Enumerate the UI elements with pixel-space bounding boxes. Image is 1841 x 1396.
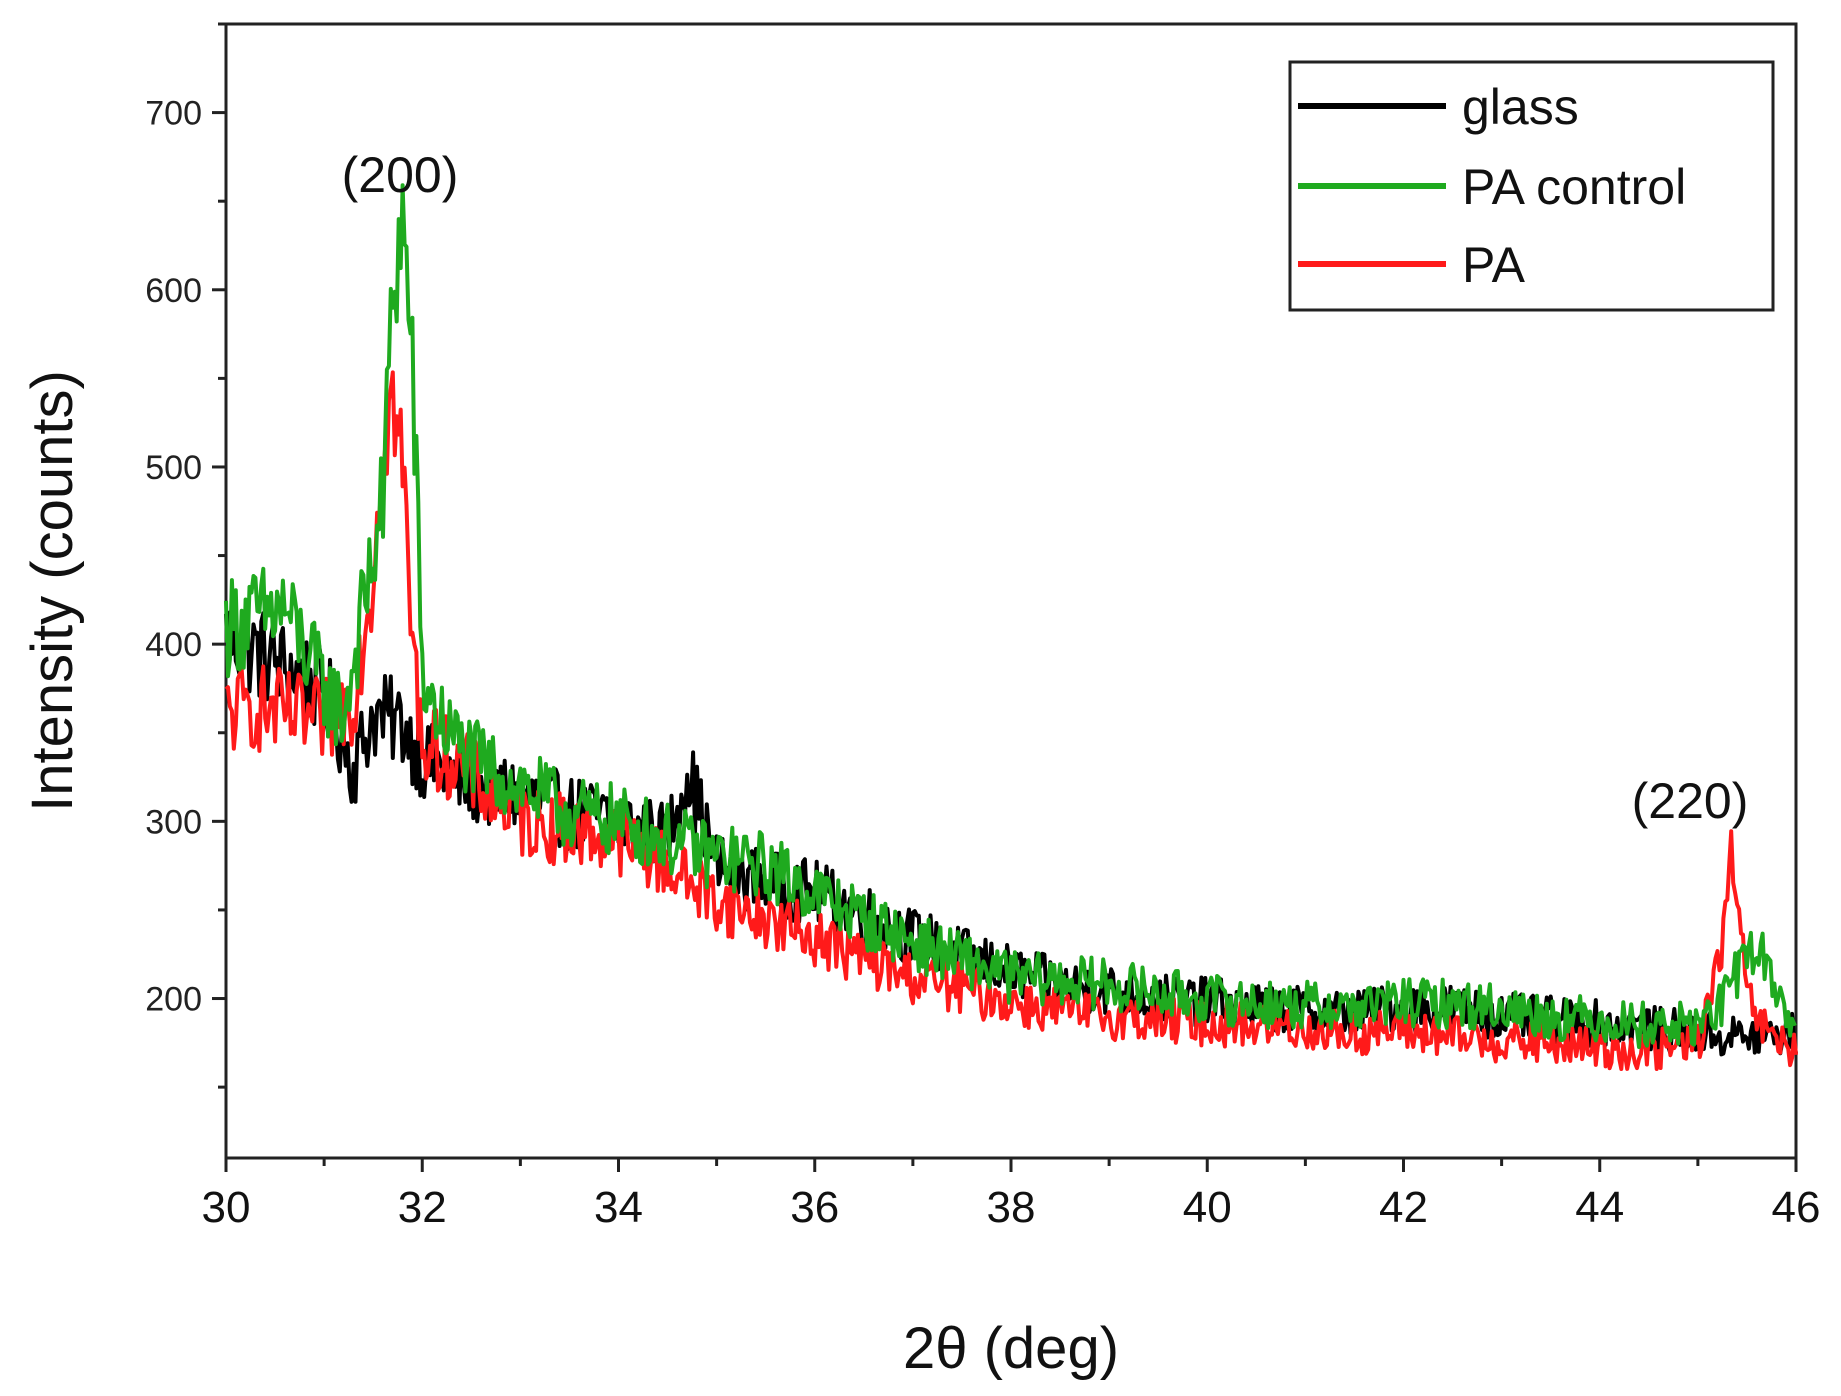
x-tick-label: 38 [987,1183,1036,1232]
x-axis-label: 2θ (deg) [903,1316,1119,1381]
legend-label-pa-control: PA control [1462,159,1686,215]
annotation-200-peak: (200) [342,147,459,203]
legend: glass PA control PA [1288,60,1775,312]
y-axis-ticks: 200 300 400 500 600 700 [145,22,226,1089]
legend-label-glass: glass [1462,79,1579,135]
y-tick-label: 400 [145,626,202,664]
x-tick-label: 46 [1772,1183,1821,1232]
x-tick-label: 44 [1575,1183,1624,1232]
annotation-220-peak: (220) [1632,773,1749,829]
x-tick-label: 34 [594,1183,643,1232]
x-axis-ticks: 30 32 34 36 38 40 42 44 46 [202,1158,1821,1232]
x-tick-label: 42 [1379,1183,1428,1232]
series-line-pa-control [224,183,1797,1049]
legend-label-pa: PA [1462,237,1526,293]
series-layer [224,183,1798,1071]
y-tick-label: 500 [145,449,202,487]
y-axis-label: Intensity (counts) [20,370,85,812]
x-tick-label: 32 [398,1183,447,1232]
y-tick-label: 200 [145,981,202,1019]
y-tick-label: 300 [145,803,202,841]
y-tick-label: 700 [145,95,202,133]
x-tick-label: 40 [1183,1183,1232,1232]
x-tick-label: 30 [202,1183,251,1232]
x-tick-label: 36 [790,1183,839,1232]
y-tick-label: 600 [145,272,202,310]
